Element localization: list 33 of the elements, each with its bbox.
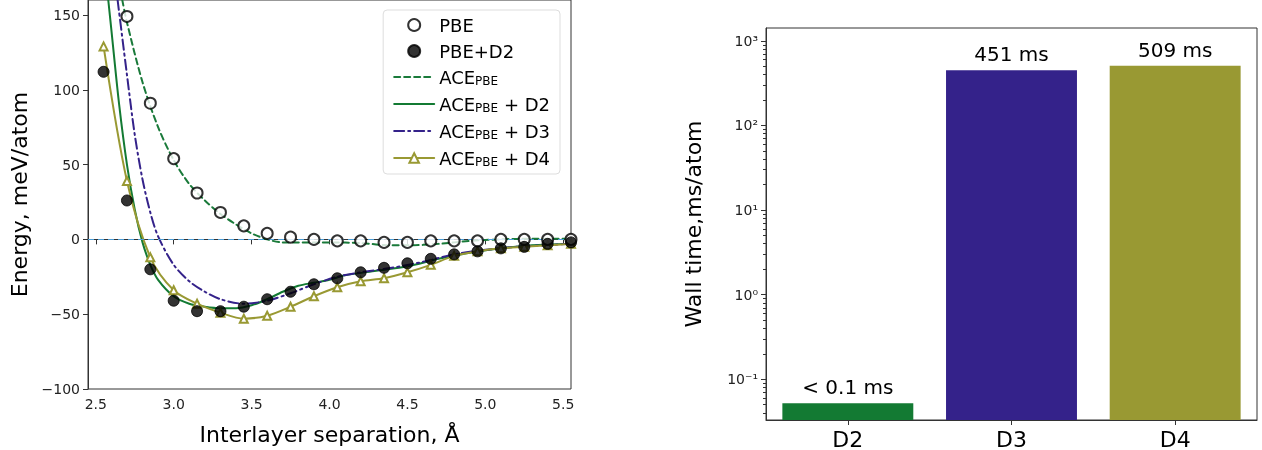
legend-label: ACEPBE	[439, 66, 499, 88]
x-tick-label: D4	[1159, 426, 1191, 450]
x-tick-label: D3	[996, 426, 1027, 450]
data-label: 509 ms	[1137, 37, 1213, 62]
y-tick-label: 50	[62, 156, 80, 173]
legend-label: ACEPBE + D4	[439, 147, 551, 169]
legend-label: ACEPBE + D2	[439, 93, 551, 115]
y-tick-label: 0	[71, 231, 80, 248]
y-tick-label: 10⁰	[734, 286, 759, 303]
x-tick-label: D2	[832, 426, 864, 450]
y-tick-label: −100	[41, 381, 80, 397]
x-tick-label: 4.5	[396, 396, 419, 412]
y-tick-label: 150	[53, 6, 80, 23]
data-label: 451 ms	[974, 42, 1049, 67]
x-tick-label: 2.5	[84, 396, 107, 412]
y-tick-label: 10⁻¹	[727, 371, 758, 388]
data-label: < 0.1 ms	[802, 375, 894, 400]
x-tick-label: 5.0	[474, 396, 497, 412]
y-tick-label: 10³	[734, 32, 758, 49]
x-tick-label: 5.5	[552, 396, 575, 412]
x-axis-title: Interlayer separation, Å	[199, 420, 460, 447]
y-tick-label: −50	[50, 306, 80, 323]
x-tick-label: 4.0	[318, 396, 341, 412]
legend-label: ACEPBE + D3	[439, 120, 551, 142]
y-tick-label: 10¹	[734, 202, 758, 219]
x-tick-label: 3.5	[240, 396, 263, 412]
y-axis-title: Wall time,ms/atom	[680, 120, 706, 328]
legend-label: PBE	[439, 14, 474, 36]
legend-label: PBE+D2	[439, 40, 515, 62]
y-axis-title: Energy, meV/atom	[7, 91, 33, 298]
y-tick-label: 10²	[734, 117, 758, 134]
y-tick-label: 100	[53, 81, 80, 98]
x-tick-label: 3.0	[162, 396, 185, 412]
